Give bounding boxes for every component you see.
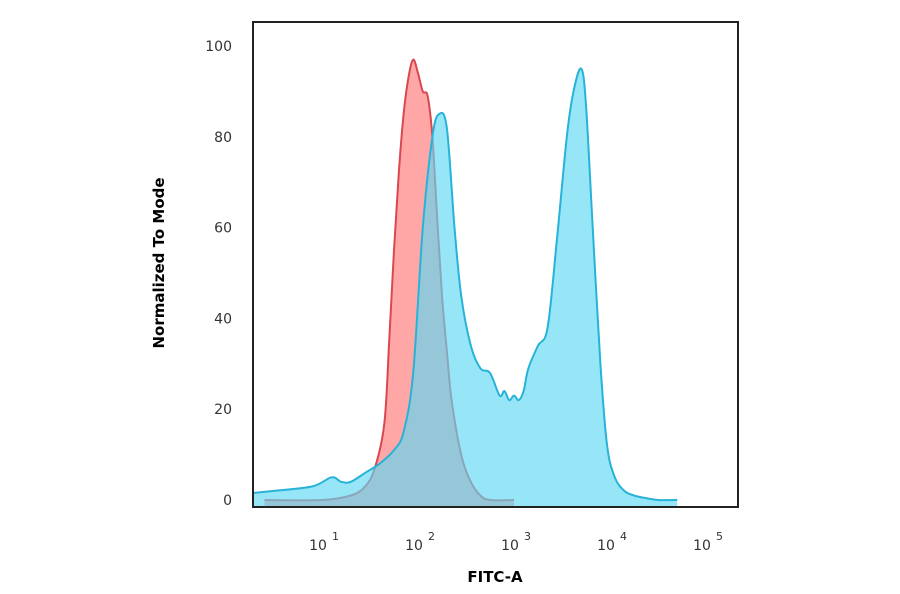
y-axis-title: Normalized To Mode	[150, 177, 168, 348]
x-tick-exponent: 4	[620, 530, 627, 543]
x-tick-label: 10	[693, 538, 711, 554]
series-area-0	[264, 59, 514, 506]
series-line-1	[254, 67, 678, 502]
y-axis-ticks: 0 20 40 60 80 100	[205, 39, 232, 509]
plot-frame	[252, 21, 739, 508]
y-tick-label: 0	[223, 493, 232, 509]
y-tick-label: 80	[214, 130, 232, 146]
x-axis-title: FITC-A	[467, 568, 523, 586]
x-tick-label: 10	[309, 538, 327, 554]
series-layer	[254, 58, 678, 506]
x-tick-exponent: 3	[524, 530, 531, 543]
x-tick-exponent: 2	[428, 530, 435, 543]
x-tick-label: 10	[405, 538, 423, 554]
x-tick-exponent: 5	[716, 530, 723, 543]
y-tick-label: 40	[214, 311, 232, 327]
x-tick-label: 10	[501, 538, 519, 554]
series-area-1	[254, 68, 678, 506]
x-tick-label: 10	[597, 538, 615, 554]
y-tick-label: 100	[205, 39, 232, 55]
y-tick-label: 60	[214, 221, 232, 237]
x-tick-exponent: 1	[332, 530, 339, 543]
y-tick-label: 20	[214, 402, 232, 418]
x-axis-ticks: 10 1 10 2 10 3 10 4 10 5	[309, 530, 723, 554]
